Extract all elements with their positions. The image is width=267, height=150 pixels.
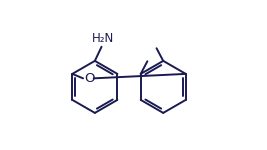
Text: H₂N: H₂N [92, 32, 114, 45]
Text: O: O [84, 72, 95, 85]
